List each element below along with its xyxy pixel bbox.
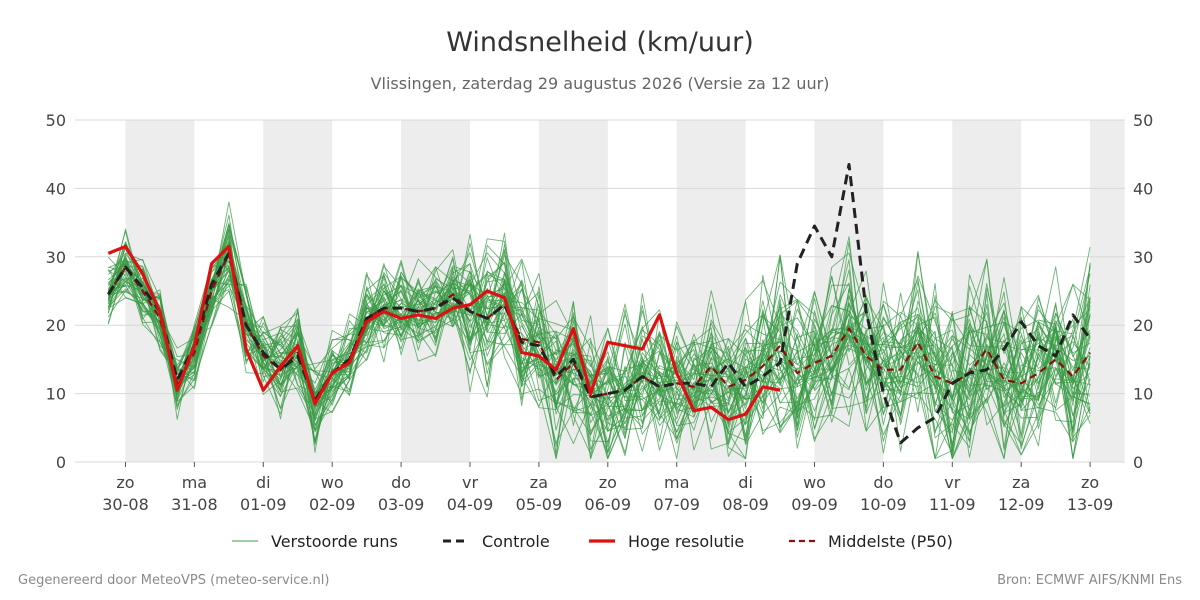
x-tick-day: wo — [803, 473, 826, 492]
x-tick-day: ma — [664, 473, 689, 492]
x-tick-date: 06-09 — [585, 495, 632, 514]
legend: Verstoorde runs Controle Hoge resolutie Mid… — [232, 532, 953, 551]
x-tick-date: 03-09 — [378, 495, 425, 514]
x-tick-day: za — [1012, 473, 1030, 492]
footer-credit: Gegenereerd door MeteoVPS (meteo-service… — [18, 573, 329, 588]
x-tick-date: 12-09 — [998, 495, 1045, 514]
y-tick-label: 0 — [56, 453, 66, 472]
y-tick-label: 40 — [46, 179, 66, 198]
y-tick-label: 50 — [1133, 111, 1153, 130]
x-tick-day: do — [391, 473, 411, 492]
chart-subtitle: Vlissingen, zaterdag 29 augustus 2026 (V… — [371, 74, 830, 93]
x-tick-day: wo — [321, 473, 344, 492]
x-axis: zo 30-08 ma 31-08 di 01-09 wo 02-09 do 03-09 vr 04-… — [102, 462, 1113, 514]
series-line-hoge-resolutie — [107, 244, 781, 422]
legend-label: Hoge resolutie — [628, 532, 744, 551]
x-tick-date: 02-09 — [309, 495, 356, 514]
x-tick-date: 05-09 — [516, 495, 563, 514]
legend-label: Middelste (P50) — [828, 532, 953, 551]
x-tick-date: 04-09 — [447, 495, 494, 514]
x-tick-day: di — [256, 473, 271, 492]
y-tick-label: 30 — [46, 248, 66, 267]
x-tick-day: vr — [944, 473, 960, 492]
main-series — [107, 163, 1092, 445]
x-tick-day: za — [530, 473, 548, 492]
x-tick-date: 31-08 — [171, 495, 218, 514]
ensemble-member-line — [107, 252, 1091, 434]
y-axis-right: 0 10 20 30 40 50 — [1133, 111, 1153, 472]
y-tick-label: 0 — [1133, 453, 1143, 472]
x-tick-day: di — [738, 473, 753, 492]
x-tick-date: 07-09 — [653, 495, 700, 514]
y-tick-label: 20 — [1133, 316, 1153, 335]
ensemble-member-line — [107, 249, 1091, 448]
ensemble-member-line — [108, 262, 1091, 460]
x-tick-day: vr — [462, 473, 478, 492]
x-tick-date: 11-09 — [929, 495, 976, 514]
ensemble-member-line — [107, 262, 1091, 445]
series-line-controle — [107, 163, 1092, 445]
x-tick-day: do — [873, 473, 893, 492]
x-tick-date: 13-09 — [1067, 495, 1114, 514]
legend-label: Verstoorde runs — [271, 532, 398, 551]
x-tick-day: zo — [599, 473, 617, 492]
x-tick-day: zo — [116, 473, 134, 492]
x-tick-date: 10-09 — [860, 495, 907, 514]
x-tick-date: 30-08 — [102, 495, 149, 514]
x-tick-day: ma — [182, 473, 207, 492]
footer-source: Bron: ECMWF AIFS/KNMI Ens — [997, 573, 1182, 588]
x-tick-day: zo — [1081, 473, 1099, 492]
ensemble-member-line — [107, 245, 1091, 460]
ensemble-member-line — [107, 214, 1091, 454]
x-tick-date: 09-09 — [791, 495, 838, 514]
x-tick-date: 08-09 — [722, 495, 769, 514]
y-tick-label: 30 — [1133, 248, 1153, 267]
y-tick-label: 10 — [1133, 385, 1153, 404]
chart-title: Windsnelheid (km/uur) — [446, 27, 754, 58]
legend-label: Controle — [482, 532, 550, 551]
y-tick-label: 50 — [46, 111, 66, 130]
y-tick-label: 20 — [46, 316, 66, 335]
y-axis-left: 0 10 20 30 40 50 — [46, 111, 66, 472]
y-tick-label: 10 — [46, 385, 66, 404]
x-tick-date: 01-09 — [240, 495, 287, 514]
shade-band — [1090, 120, 1125, 462]
ensemble-member-line — [107, 250, 1091, 460]
y-tick-label: 40 — [1133, 179, 1153, 198]
